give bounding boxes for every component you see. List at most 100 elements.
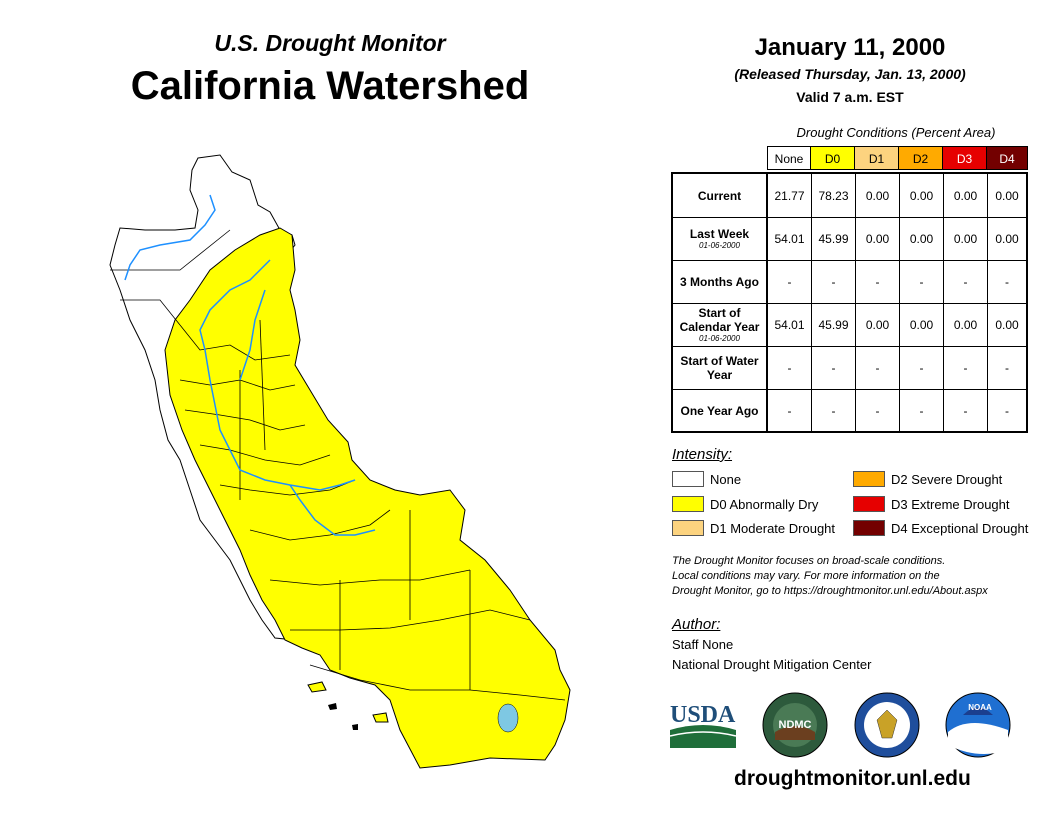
map-subtitle: U.S. Drought Monitor — [214, 30, 446, 56]
cell-d0: 78.23 — [812, 174, 856, 217]
cell-none: - — [768, 261, 812, 303]
col-header-d2: D2 — [898, 146, 943, 170]
cell-d4: 0.00 — [995, 232, 1019, 246]
row-label-text: Start of Calendar Year — [679, 306, 760, 334]
table-row: Start of Water Year - - - - - - — [673, 346, 1026, 389]
noaa-logo-icon: NOAA — [945, 692, 1011, 758]
legend-label: D1 Moderate Drought — [710, 520, 836, 536]
legend-swatch — [672, 496, 704, 512]
release-date: (Released Thursday, Jan. 13, 2000) — [734, 66, 966, 82]
legend-label: D2 Severe Drought — [891, 471, 1003, 487]
row-label-text: Start of Water Year — [680, 354, 759, 382]
note-line: The Drought Monitor focuses on broad-sca… — [672, 555, 946, 567]
cell-d2: - — [900, 261, 944, 303]
cell-d1: 0.00 — [856, 304, 900, 346]
cell-d1: - — [856, 261, 900, 303]
cell-d3: - — [944, 261, 988, 303]
island — [352, 724, 358, 730]
legend-label: None — [710, 471, 742, 487]
table-row: Last Week 01-06-2000 54.01 45.99 0.00 0.00 0.0… — [673, 217, 1026, 260]
california-watershed-map — [109, 154, 571, 769]
footer-url[interactable]: droughtmonitor.unl.edu — [734, 767, 971, 790]
cell-d3: - — [944, 347, 988, 389]
legend-swatch — [672, 471, 704, 487]
cell-none: - — [768, 347, 812, 389]
cell-d3: 0.00 — [944, 304, 988, 346]
cell-d0: 45.99 — [812, 304, 856, 346]
author-name: Staff None — [672, 637, 734, 652]
cell-d4: 0.00 — [995, 318, 1019, 332]
legend-swatch — [853, 471, 885, 487]
drought-monitor-note: The Drought Monitor focuses on broad-sca… — [672, 554, 1042, 599]
cell-d4: - — [1005, 361, 1009, 375]
cell-d3: - — [944, 390, 988, 432]
lake-salton-sea — [497, 703, 519, 733]
col-header-none: None — [767, 146, 811, 170]
table-row: One Year Ago - - - - - - — [673, 389, 1026, 432]
col-header-d0: D0 — [810, 146, 855, 170]
noaa-logo-text: NOAA — [968, 703, 992, 712]
ndmc-logo-text: NDMC — [779, 719, 812, 731]
col-header-d3: D3 — [942, 146, 987, 170]
cell-d4: 0.00 — [995, 188, 1019, 203]
note-line: Local conditions may vary. For more info… — [672, 570, 940, 582]
region-d0-abnormally-dry — [164, 227, 571, 769]
usda-logo-text: USDA — [670, 702, 736, 728]
rivers — [124, 194, 376, 536]
legend-item: D1 Moderate Drought — [672, 519, 835, 537]
row-label: 3 Months Ago — [673, 261, 768, 303]
table-row: Start of Calendar Year 01-06-2000 54.01 45.… — [673, 303, 1026, 346]
cell-d0: - — [812, 261, 856, 303]
cell-none: 21.77 — [768, 174, 812, 217]
legend-item: D2 Severe Drought — [853, 470, 1002, 488]
cell-none: 54.01 — [768, 304, 812, 346]
island — [372, 712, 389, 723]
legend-swatch — [853, 496, 885, 512]
map-title: California Watershed — [130, 64, 530, 108]
row-label: Start of Water Year — [673, 347, 768, 389]
ndmc-logo-icon: NDMC — [762, 692, 828, 758]
row-label: One Year Ago — [673, 390, 768, 432]
cell-d2: 0.00 — [900, 218, 944, 260]
legend-swatch — [853, 520, 885, 536]
row-label: Current — [673, 174, 768, 217]
row-label-date: 01-06-2000 — [699, 241, 740, 250]
cell-d2: - — [900, 390, 944, 432]
legend-label: D0 Abnormally Dry — [710, 496, 819, 512]
cell-d2: - — [900, 347, 944, 389]
cell-d1: 0.00 — [856, 174, 900, 217]
table-row: 3 Months Ago - - - - - - — [673, 260, 1026, 303]
row-label-text: Last Week — [689, 227, 750, 241]
author-org: National Drought Mitigation Center — [672, 657, 872, 672]
row-label: Last Week 01-06-2000 — [673, 218, 768, 260]
agency-logos: USDA NDMC NOAA — [669, 692, 1011, 758]
cell-d1: 0.00 — [856, 218, 900, 260]
cell-d0: - — [812, 347, 856, 389]
cell-d0: - — [812, 390, 856, 432]
author-label: Author: — [672, 616, 721, 633]
row-label-text: 3 Months Ago — [680, 275, 759, 289]
legend-item: D3 Extreme Drought — [853, 495, 1010, 513]
table-caption: Drought Conditions (Percent Area) — [796, 125, 996, 140]
cell-d1: - — [856, 390, 900, 432]
col-header-d1: D1 — [854, 146, 899, 170]
cell-d2: 0.00 — [900, 304, 944, 346]
legend-item: None — [672, 470, 741, 488]
legend-swatch — [672, 520, 704, 536]
usda-logo-icon: USDA — [669, 702, 737, 748]
valid-time: Valid 7 a.m. EST — [796, 89, 904, 105]
cell-d2: 0.00 — [900, 174, 944, 217]
drought-table: Current 21.77 78.23 0.00 0.00 0.00 0.00 Last We… — [671, 172, 1028, 433]
commerce-seal-icon — [854, 692, 920, 758]
map-date: January 11, 2000 — [754, 34, 946, 61]
legend-item: D0 Abnormally Dry — [672, 495, 818, 513]
island — [328, 703, 337, 710]
note-line: Drought Monitor, go to https://droughtmo… — [672, 585, 988, 597]
row-label-date: 01-06-2000 — [699, 334, 740, 343]
row-label: Start of Calendar Year 01-06-2000 — [673, 304, 768, 346]
row-label-text: Current — [697, 188, 742, 203]
col-header-d4: D4 — [986, 146, 1028, 170]
cell-d0: 45.99 — [812, 218, 856, 260]
legend-label: D4 Exceptional Drought — [891, 520, 1029, 536]
cell-d3: 0.00 — [944, 218, 988, 260]
